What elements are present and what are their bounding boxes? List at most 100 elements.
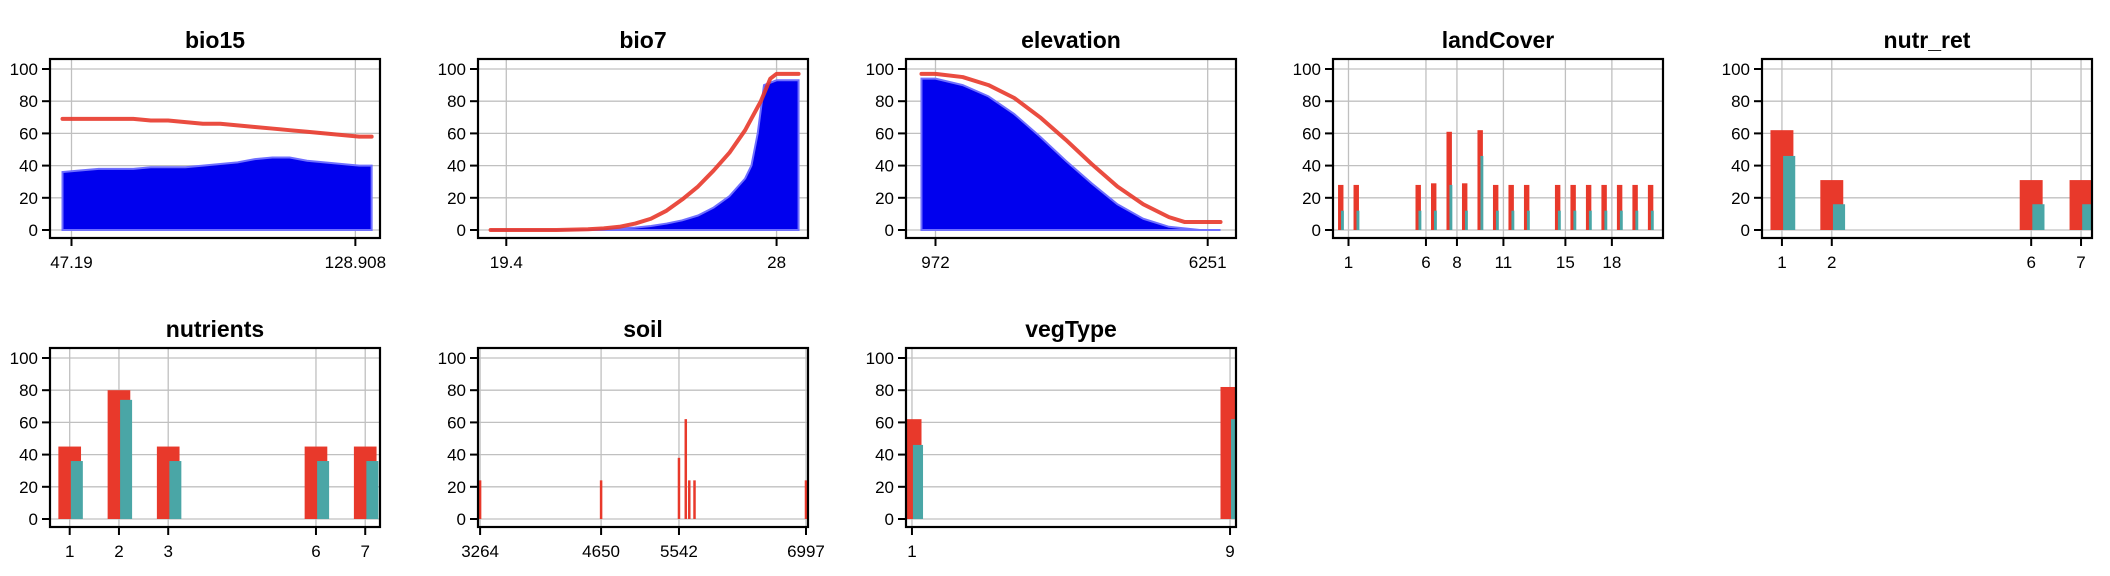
plot-area (58, 390, 379, 519)
bar-mark (1588, 210, 1592, 230)
y-tick-label: 100 (1293, 60, 1321, 79)
bar-mark (1554, 184, 1561, 230)
chart-soil: soil 0 20 40 60 80 100 3264 4650 5542 6997 (438, 316, 825, 561)
bar-mark (1632, 184, 1638, 230)
x-tick-label: 4650 (582, 542, 620, 561)
bar-mark (1418, 210, 1422, 230)
y-tick-label: 20 (19, 478, 38, 497)
chart-nutr_ret: nutr_ret 0 20 40 60 80 100 1 2 6 7 (1722, 27, 2094, 272)
x-tick-label: 3264 (461, 542, 499, 561)
y-tick-label: 60 (447, 413, 466, 432)
chart-title: nutrients (166, 316, 264, 342)
x-tick-label: 6251 (1189, 253, 1227, 272)
y-tick-label: 40 (447, 446, 466, 465)
chart-vegType: vegType 0 20 40 60 80 100 1 9 (866, 316, 1238, 561)
bar-mark (1647, 184, 1654, 230)
y-tick-label: 0 (457, 221, 466, 240)
bar-mark (1526, 210, 1530, 230)
chart-nutrients: nutrients 0 20 40 60 80 100 1 2 3 6 7 (10, 316, 382, 561)
y-tick-label: 0 (1741, 221, 1750, 240)
response-area (920, 77, 1221, 231)
response-area (490, 79, 800, 231)
plot-frame (1760, 57, 2094, 240)
chart-bio15: bio15 0 20 40 60 80 100 47.19 128.908 (10, 27, 386, 272)
bar-mark (1783, 155, 1796, 230)
y-tick-label: 80 (875, 92, 894, 111)
y-tick-label: 20 (447, 478, 466, 497)
plot-frame (48, 346, 382, 529)
bar-mark (2032, 204, 2045, 230)
y-tick-label: 20 (19, 189, 38, 208)
y-tick-label: 0 (885, 510, 894, 529)
bar-mark (1449, 184, 1453, 230)
x-tick-label: 28 (767, 253, 786, 272)
response-line (60, 116, 374, 139)
plot-area (60, 116, 374, 231)
y-tick-label: 20 (1731, 189, 1750, 208)
plot-area (919, 71, 1223, 231)
x-tick-label: 6997 (787, 542, 825, 561)
y-tick-label: 100 (438, 60, 466, 79)
x-tick-label: 7 (2076, 253, 2085, 272)
x-tick-label: 2 (1827, 253, 1836, 272)
bar-mark (1508, 184, 1514, 230)
y-tick-label: 60 (447, 124, 466, 143)
y-tick-label: 40 (1302, 157, 1321, 176)
bar-mark (1353, 184, 1359, 230)
y-tick-label: 20 (875, 189, 894, 208)
x-tick-label: 1 (65, 542, 74, 561)
x-tick-label: 11 (1495, 253, 1513, 272)
x-tick-label: 18 (1602, 253, 1621, 272)
bar-mark (120, 399, 133, 519)
y-tick-label: 40 (19, 157, 38, 176)
y-tick-label: 80 (875, 381, 894, 400)
y-tick-label: 40 (19, 446, 38, 465)
bar-mark (1461, 183, 1468, 230)
x-tick-label: 972 (921, 253, 949, 272)
x-tick-label: 9 (1225, 542, 1234, 561)
bar-mark (1511, 210, 1515, 230)
bar-mark (1650, 210, 1654, 230)
y-tick-label: 60 (1731, 124, 1750, 143)
chart-title: nutr_ret (1884, 27, 1971, 53)
response-area (61, 156, 373, 231)
y-tick-label: 20 (447, 189, 466, 208)
y-tick-label: 0 (457, 510, 466, 529)
bar-mark (1480, 155, 1484, 230)
x-tick-label: 6 (311, 542, 320, 561)
plot-frame (476, 57, 810, 240)
bar-mark (1635, 210, 1639, 230)
bar-mark (1832, 204, 1846, 230)
x-tick-label: 2 (114, 542, 123, 561)
plot-area (1770, 130, 2092, 230)
y-tick-label: 100 (10, 349, 38, 368)
plot-frame (476, 346, 810, 529)
response-line (919, 71, 1223, 224)
y-tick-label: 20 (875, 478, 894, 497)
bar-mark (1604, 210, 1608, 230)
x-tick-label: 47.19 (50, 253, 93, 272)
x-tick-label: 3 (163, 542, 172, 561)
y-tick-label: 0 (885, 221, 894, 240)
y-tick-label: 100 (438, 349, 466, 368)
bar-mark (1601, 184, 1607, 230)
plot-area (488, 71, 801, 232)
x-tick-label: 19.4 (490, 253, 523, 272)
y-tick-label: 60 (19, 124, 38, 143)
y-tick-label: 80 (1302, 92, 1321, 111)
plot-area (1338, 130, 1654, 230)
x-tick-label: 15 (1556, 253, 1575, 272)
y-tick-label: 60 (1302, 124, 1321, 143)
chart-landCover: landCover 0 20 40 60 80 100 1 6 8 11 15 18 (1293, 27, 1665, 272)
bar-mark (1585, 184, 1592, 230)
bar-mark (1477, 130, 1483, 230)
y-tick-label: 80 (19, 92, 38, 111)
chart-title: vegType (1025, 316, 1117, 342)
bar-mark (169, 461, 182, 519)
y-tick-label: 60 (19, 413, 38, 432)
bar-mark (1230, 419, 1236, 519)
bar-mark (2082, 204, 2092, 230)
y-tick-label: 40 (1731, 157, 1750, 176)
y-tick-label: 80 (19, 381, 38, 400)
bar-mark (912, 444, 924, 519)
